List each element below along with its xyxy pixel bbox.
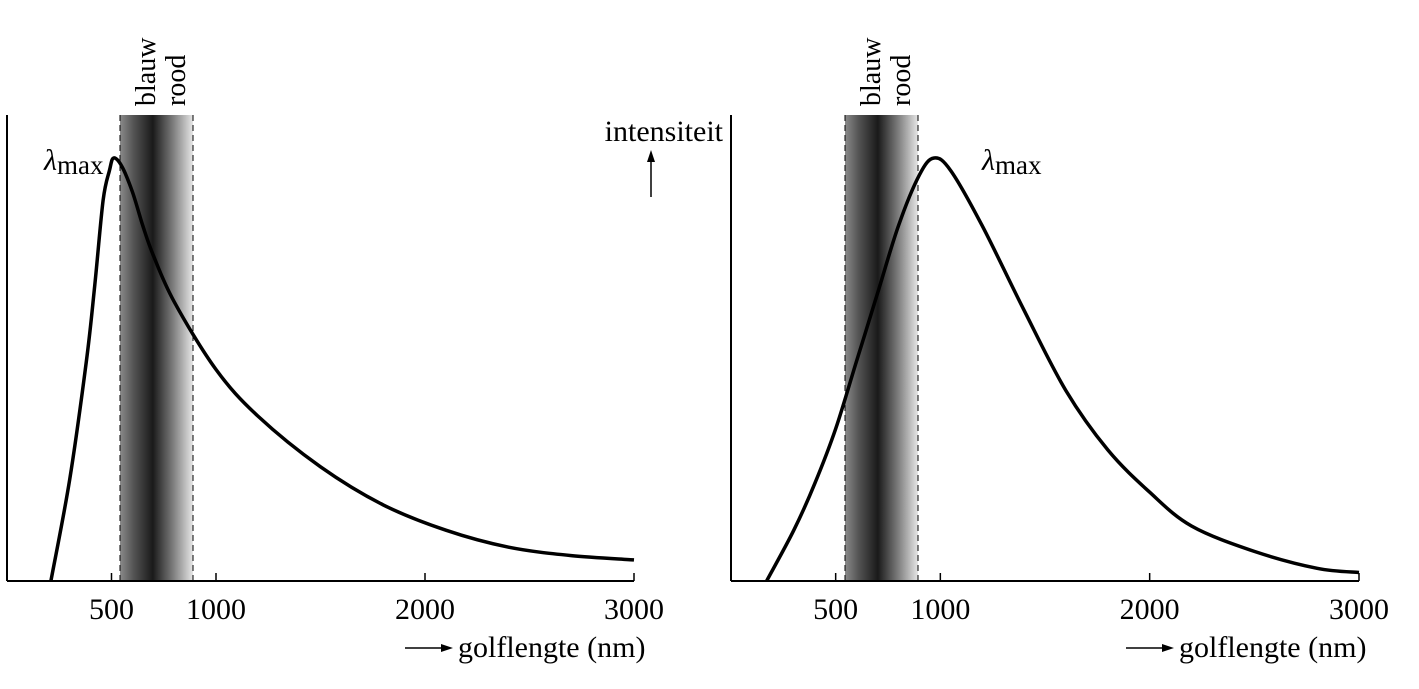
x-axis-title-left: golflengte (nm) <box>458 631 645 664</box>
y-axis-title: intensiteit <box>605 115 724 148</box>
band-label-rood-right: rood <box>886 55 917 106</box>
band-label-rood-left: rood <box>161 55 192 106</box>
peak-label-right: λmax <box>981 144 1042 180</box>
x-tick-label-left-1000: 1000 <box>186 593 246 626</box>
x-axis-arrowhead-right <box>1162 644 1174 652</box>
series-line-left <box>49 156 635 582</box>
x-tick-label-right-3000: 3000 <box>1329 593 1389 626</box>
x-tick-label-left-2000: 2000 <box>395 593 455 626</box>
x-tick-label-left-500: 500 <box>89 593 134 626</box>
panel-left: blauw rood 500 1000 2000 3000 λmax golfleng… <box>6 37 664 664</box>
band-label-blauw-right: blauw <box>856 37 887 106</box>
x-axis-arrowhead-left <box>441 644 453 652</box>
series-line-right <box>765 156 1360 582</box>
y-axis-arrowhead <box>647 150 655 162</box>
x-tick-label-right-500: 500 <box>813 593 858 626</box>
x-tick-label-right-2000: 2000 <box>1120 593 1180 626</box>
visible-band-right <box>845 115 918 581</box>
x-tick-label-right-1000: 1000 <box>910 593 970 626</box>
peak-label-left: λmax <box>43 144 104 180</box>
x-tick-label-left-3000: 3000 <box>604 593 664 626</box>
band-label-blauw-left: blauw <box>131 37 162 106</box>
panel-right: blauw rood 500 1000 2000 3000 λmax intensit… <box>605 37 1389 664</box>
x-axis-title-right: golflengte (nm) <box>1179 631 1366 664</box>
